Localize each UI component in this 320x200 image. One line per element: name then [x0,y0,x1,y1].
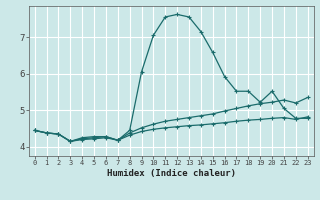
X-axis label: Humidex (Indice chaleur): Humidex (Indice chaleur) [107,169,236,178]
